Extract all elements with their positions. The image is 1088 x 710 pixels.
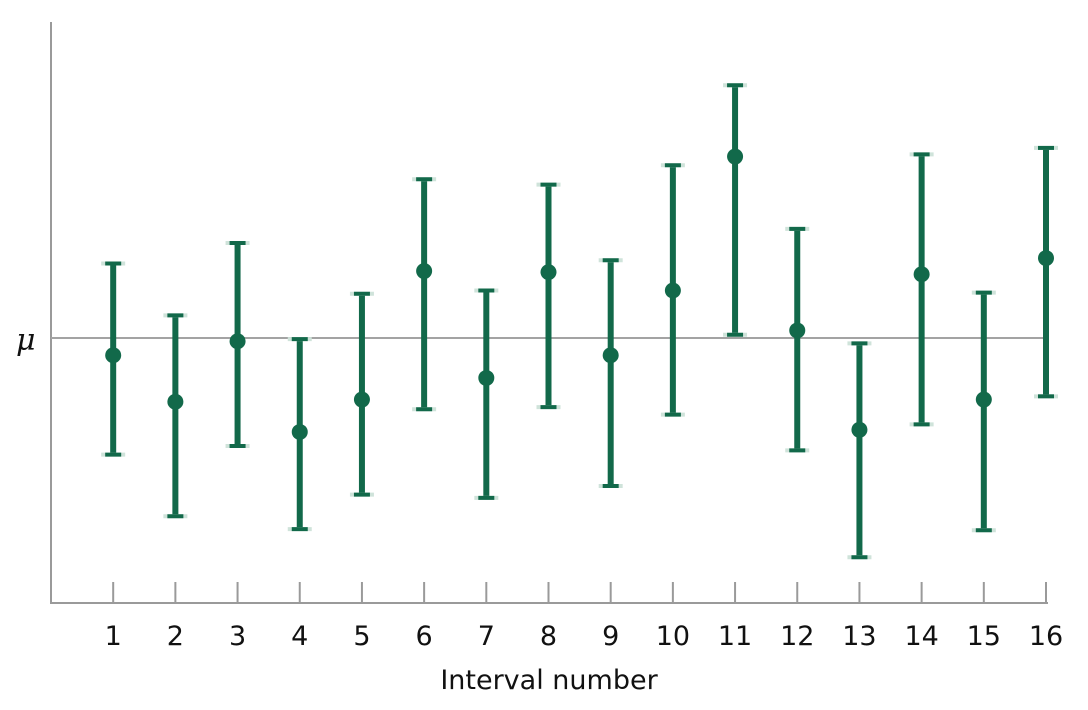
x-tick-label-3: 3 xyxy=(229,621,246,652)
interval-13 xyxy=(847,341,872,560)
interval-14 xyxy=(909,152,934,427)
interval-center-12 xyxy=(789,322,806,339)
x-tick-label-1: 1 xyxy=(105,621,122,652)
interval-center-6 xyxy=(416,263,433,280)
interval-center-4 xyxy=(291,423,308,440)
interval-4 xyxy=(287,337,312,532)
x-tick-label-14: 14 xyxy=(904,621,938,652)
interval-center-8 xyxy=(540,264,557,281)
x-tick-label-8: 8 xyxy=(540,621,557,652)
interval-15 xyxy=(971,290,996,533)
interval-6 xyxy=(412,177,437,412)
interval-2 xyxy=(163,313,188,519)
interval-3 xyxy=(225,240,250,448)
interval-7 xyxy=(474,288,499,500)
x-tick-label-4: 4 xyxy=(291,621,308,652)
x-tick-label-2: 2 xyxy=(167,621,184,652)
interval-center-9 xyxy=(602,347,619,364)
interval-center-10 xyxy=(664,282,681,299)
x-tick-label-15: 15 xyxy=(967,621,1001,652)
x-tick-label-10: 10 xyxy=(656,621,690,652)
interval-center-14 xyxy=(913,266,930,283)
interval-16 xyxy=(1034,145,1058,399)
interval-10 xyxy=(660,163,685,417)
x-tick-label-11: 11 xyxy=(718,621,752,652)
interval-center-1 xyxy=(105,347,122,364)
x-tick-label-5: 5 xyxy=(353,621,370,652)
confidence-intervals xyxy=(101,83,1058,560)
interval-11 xyxy=(723,83,748,337)
x-tick-label-12: 12 xyxy=(780,621,814,652)
interval-center-2 xyxy=(167,393,184,410)
mu-label: μ xyxy=(16,323,36,358)
interval-12 xyxy=(785,226,810,453)
x-tick-label-13: 13 xyxy=(842,621,876,652)
x-tick-label-7: 7 xyxy=(478,621,495,652)
interval-center-7 xyxy=(478,369,495,386)
interval-center-5 xyxy=(353,391,370,408)
interval-1 xyxy=(101,261,126,457)
x-tick-label-9: 9 xyxy=(602,621,619,652)
interval-center-3 xyxy=(229,333,246,350)
interval-center-16 xyxy=(1038,250,1054,267)
x-ticks: 1 2 3 4 5 6 7 8 9 10 11 12 13 14 15 16 xyxy=(105,582,1063,652)
interval-center-13 xyxy=(851,421,868,438)
interval-center-15 xyxy=(975,391,992,408)
x-axis-title: Interval number xyxy=(440,665,658,696)
x-tick-label-6: 6 xyxy=(416,621,433,652)
x-tick-label-16: 16 xyxy=(1029,621,1063,652)
interval-9 xyxy=(598,258,623,488)
interval-8 xyxy=(536,182,561,410)
interval-5 xyxy=(349,291,374,497)
interval-center-11 xyxy=(727,148,744,165)
